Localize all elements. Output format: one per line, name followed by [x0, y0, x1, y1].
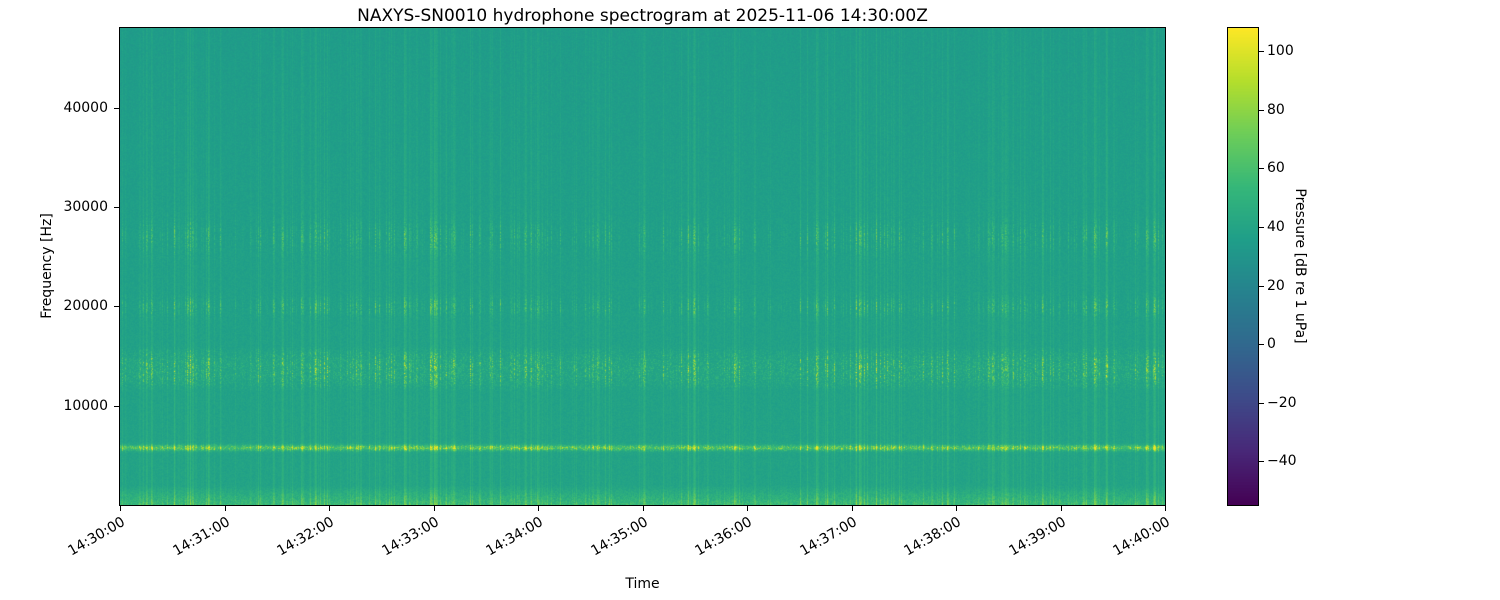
- x-tick-label: 14:30:00: [65, 514, 128, 560]
- spectrogram-image: [120, 28, 1165, 505]
- x-tick-mark: [120, 506, 121, 511]
- colorbar-tick-label: 60: [1267, 160, 1285, 177]
- colorbar-tick-mark: [1259, 226, 1264, 228]
- y-axis-label: Frequency [Hz]: [39, 213, 55, 319]
- colorbar-tick-mark: [1259, 109, 1264, 111]
- colorbar-tick-label: 20: [1267, 277, 1285, 294]
- colorbar-tick-label: −20: [1267, 394, 1297, 411]
- colorbar-tick-label: −40: [1267, 453, 1297, 470]
- y-tick-label: 40000: [63, 99, 108, 116]
- y-tick-mark: [114, 107, 119, 109]
- x-tick-label: 14:38:00: [901, 514, 964, 560]
- y-tick-mark: [114, 306, 119, 308]
- x-tick-label: 14:35:00: [588, 514, 651, 560]
- y-tick-label: 10000: [63, 397, 108, 414]
- colorbar-label: Pressure [dB re 1 uPa]: [1292, 188, 1308, 344]
- colorbar-tick-mark: [1259, 402, 1264, 404]
- y-tick-mark: [114, 206, 119, 208]
- x-tick-mark: [224, 506, 226, 511]
- x-tick-mark: [851, 506, 853, 511]
- x-tick-mark: [1060, 506, 1062, 511]
- x-tick-label: 14:37:00: [797, 514, 860, 560]
- colorbar-gradient: [1228, 28, 1258, 505]
- x-axis-label: Time: [625, 576, 660, 592]
- colorbar: [1227, 27, 1259, 506]
- x-tick-label: 14:32:00: [274, 514, 337, 560]
- colorbar-tick-label: 100: [1267, 43, 1294, 60]
- x-tick-label: 14:31:00: [170, 514, 233, 560]
- x-tick-mark: [747, 506, 748, 511]
- spectrogram-plot-area: [119, 27, 1166, 506]
- colorbar-tick-mark: [1259, 285, 1264, 287]
- x-tick-mark: [642, 506, 644, 511]
- x-tick-mark: [433, 506, 435, 511]
- y-tick-label: 20000: [63, 298, 108, 315]
- x-tick-mark: [956, 506, 957, 511]
- chart-title: NAXYS-SN0010 hydrophone spectrogram at 2…: [357, 6, 928, 26]
- x-tick-label: 14:39:00: [1006, 514, 1069, 560]
- x-tick-label: 14:33:00: [379, 514, 442, 560]
- colorbar-tick-mark: [1259, 461, 1264, 463]
- x-tick-mark: [538, 506, 539, 511]
- x-tick-label: 14:34:00: [483, 514, 546, 560]
- y-tick-mark: [114, 405, 119, 407]
- x-tick-label: 14:40:00: [1110, 514, 1173, 560]
- x-tick-label: 14:36:00: [692, 514, 755, 560]
- colorbar-tick-label: 40: [1267, 218, 1285, 235]
- y-tick-label: 30000: [63, 198, 108, 215]
- x-tick-mark: [329, 506, 330, 511]
- colorbar-tick-mark: [1259, 168, 1264, 170]
- colorbar-tick-mark: [1259, 344, 1264, 346]
- colorbar-tick-label: 80: [1267, 101, 1285, 118]
- colorbar-tick-mark: [1259, 51, 1264, 53]
- x-tick-mark: [1165, 506, 1166, 511]
- colorbar-tick-label: 0: [1267, 336, 1276, 353]
